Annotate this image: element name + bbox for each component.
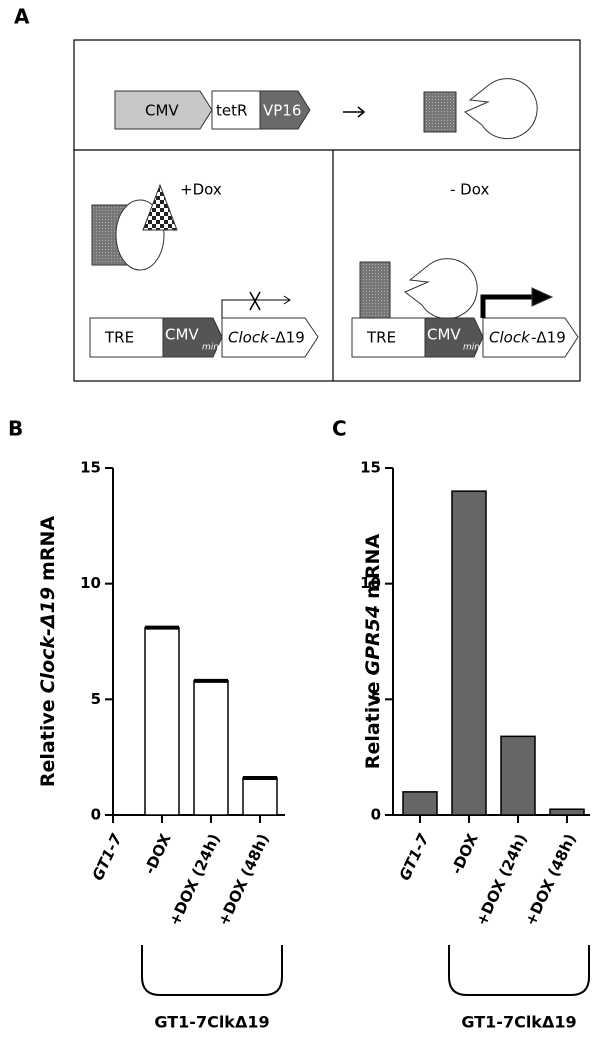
construct [351,287,579,358]
y-tick-label: 5 [371,690,381,708]
protein [91,183,178,271]
bar [402,791,438,816]
label: min [463,343,480,353]
x-tick-label: +DOX (24h) [165,831,223,929]
label: TRE [104,329,134,347]
y-tick-label: 0 [91,806,101,824]
protein [359,258,478,320]
y-axis-label: Relative Clock-Δ19 mRNA [37,516,59,788]
diagram [73,39,581,382]
y-tick-label: 10 [80,574,101,592]
y-axis-label-part: Clock-Δ19 [37,587,59,693]
x-tick-label: -DOX [140,831,174,877]
group-label: GT1-7ClkΔ19 [154,1013,269,1032]
label: CMV [145,102,179,120]
condition: - Dox [450,181,489,199]
bar [193,680,229,816]
group-label: GT1-7ClkΔ19 [461,1013,576,1032]
label: min [202,343,219,353]
bracket [141,945,283,996]
protein [423,78,538,140]
condition: +Dox [180,181,222,199]
label: TRE [366,329,396,347]
panel-label: A [14,5,30,29]
y-tick-label: 5 [91,690,101,708]
y-axis-label-part: Relative [37,699,59,787]
arrow [343,106,366,118]
x-tick-label: +DOX (24h) [472,831,530,929]
construct [89,291,319,358]
label: Clock [489,329,531,347]
y-axis-label-part: Relative [362,681,384,769]
y-tick-label: 15 [80,459,101,477]
y-axis-label-part: mRNA [37,516,59,581]
panel-label: B [8,417,23,441]
bar [451,490,487,816]
y-tick-label: 10 [360,574,381,592]
panel-label: C [332,417,347,441]
construct [114,90,311,130]
label: Clock [228,329,270,347]
bracket [448,945,590,996]
label: tetR [216,102,247,120]
x-tick-label: -DOX [447,831,481,877]
y-axis-label-part: GPR54 [362,605,384,676]
label: CMV [165,326,199,344]
bar [144,626,180,816]
label: -Δ19 [270,329,305,347]
y-tick-label: 0 [371,806,381,824]
bar [242,777,278,816]
label: VP16 [263,102,301,120]
bar [500,735,536,816]
label: CMV [427,326,461,344]
label: -Δ19 [531,329,566,347]
y-axis-label: Relative GPR54 mRNA [362,534,384,770]
x-tick-label: GT1-7 [89,830,126,883]
bar [549,808,585,816]
y-axis-label-part: mRNA [362,534,384,599]
x-tick-label: GT1-7 [396,830,433,883]
y-tick-label: 15 [360,459,381,477]
x-tick-label: +DOX (48h) [214,831,272,929]
x-tick-label: +DOX (48h) [521,831,579,929]
